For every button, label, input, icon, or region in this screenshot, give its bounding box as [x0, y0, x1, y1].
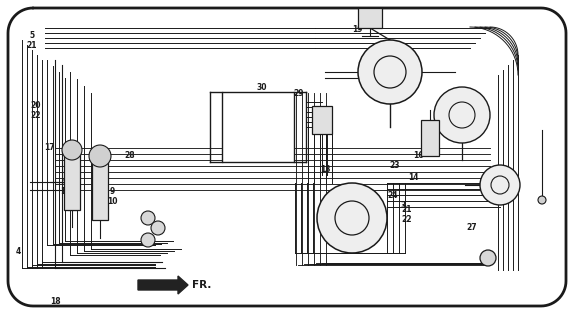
Text: 14: 14: [408, 173, 418, 182]
Circle shape: [89, 145, 111, 167]
Text: 7: 7: [485, 255, 491, 265]
Text: 15: 15: [318, 116, 328, 124]
Text: 21: 21: [27, 41, 37, 50]
Text: 30: 30: [257, 84, 267, 92]
Circle shape: [480, 250, 496, 266]
Text: FR.: FR.: [192, 280, 211, 290]
Bar: [312, 106, 332, 134]
Text: 9: 9: [109, 188, 114, 196]
Text: 2: 2: [453, 108, 458, 116]
Circle shape: [62, 140, 82, 160]
Text: 25: 25: [95, 178, 105, 187]
Text: 5: 5: [30, 30, 34, 39]
Circle shape: [141, 233, 155, 247]
Circle shape: [434, 87, 490, 143]
Bar: [222, 92, 294, 162]
Text: 16: 16: [413, 150, 423, 159]
Text: 24: 24: [388, 190, 398, 199]
Text: 10: 10: [107, 197, 117, 206]
Text: 29: 29: [294, 89, 304, 98]
Bar: [92, 160, 108, 220]
Text: 22: 22: [31, 110, 41, 119]
Text: 11: 11: [490, 180, 500, 189]
Text: 21: 21: [401, 205, 413, 214]
Bar: [358, 8, 382, 28]
Text: 6: 6: [356, 213, 361, 222]
Text: 8: 8: [435, 133, 440, 142]
Text: 3: 3: [400, 201, 406, 210]
Circle shape: [358, 40, 422, 104]
Polygon shape: [138, 276, 188, 294]
Circle shape: [317, 183, 387, 253]
Text: 22: 22: [401, 215, 413, 225]
Circle shape: [538, 196, 546, 204]
Text: 1: 1: [389, 68, 394, 76]
Bar: [421, 120, 439, 156]
Text: 17: 17: [44, 143, 54, 153]
Text: 4: 4: [15, 247, 20, 257]
Text: 20: 20: [31, 100, 41, 109]
Text: 19: 19: [352, 26, 362, 35]
Text: 27: 27: [467, 223, 478, 233]
Circle shape: [151, 221, 165, 235]
Text: 13: 13: [320, 165, 330, 174]
Text: 18: 18: [50, 298, 60, 307]
Circle shape: [141, 211, 155, 225]
Text: 23: 23: [390, 161, 400, 170]
Circle shape: [480, 165, 520, 205]
Text: 28: 28: [125, 150, 135, 159]
Text: 9: 9: [62, 178, 67, 187]
Text: 12: 12: [60, 188, 70, 196]
Text: 26: 26: [223, 95, 233, 105]
Bar: [64, 154, 80, 210]
